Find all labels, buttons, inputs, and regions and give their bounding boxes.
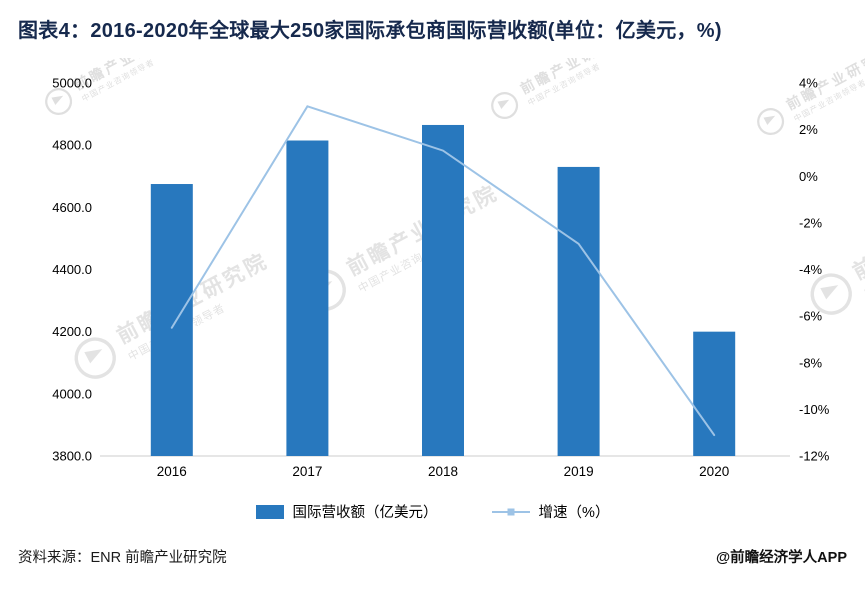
line-series-swatch xyxy=(491,508,530,515)
svg-text:4000.0: 4000.0 xyxy=(52,386,92,401)
legend-item-revenue: 国际营收额（亿美元） xyxy=(255,501,438,522)
svg-text:2017: 2017 xyxy=(292,464,322,479)
svg-text:3800.0: 3800.0 xyxy=(52,449,92,464)
source-note: 资料来源：ENR 前瞻产业研究院 xyxy=(18,550,227,566)
bar-series-swatch xyxy=(255,504,284,519)
credit-note: @前瞻经济学人APP xyxy=(716,550,847,566)
svg-text:4%: 4% xyxy=(799,76,818,91)
svg-text:0%: 0% xyxy=(799,169,818,184)
svg-text:4600.0: 4600.0 xyxy=(52,200,92,215)
svg-text:2%: 2% xyxy=(799,122,818,137)
svg-text:2016: 2016 xyxy=(157,464,187,479)
svg-text:-2%: -2% xyxy=(799,215,823,230)
svg-text:4800.0: 4800.0 xyxy=(52,138,92,153)
svg-text:-8%: -8% xyxy=(799,355,823,370)
svg-text:-6%: -6% xyxy=(799,309,823,324)
svg-text:-10%: -10% xyxy=(799,402,830,417)
svg-text:-4%: -4% xyxy=(799,262,823,277)
svg-text:5000.0: 5000.0 xyxy=(52,76,92,91)
svg-text:4200.0: 4200.0 xyxy=(52,324,92,339)
chart-title: 图表4：2016-2020年全球最大250家国际承包商国际营收额(单位：亿美元，… xyxy=(18,20,722,42)
svg-text:4400.0: 4400.0 xyxy=(52,262,92,277)
legend-label-revenue: 国际营收额（亿美元） xyxy=(292,505,438,521)
line-series-marker xyxy=(507,508,515,515)
svg-text:2018: 2018 xyxy=(428,464,458,479)
footer: 资料来源：ENR 前瞻产业研究院 @前瞻经济学人APP xyxy=(0,546,865,567)
svg-text:-12%: -12% xyxy=(799,449,830,464)
legend-item-growth: 增速（%） xyxy=(491,501,610,522)
legend-label-growth: 增速（%） xyxy=(538,505,610,521)
chart-legend: 国际营收额（亿美元） 增速（%） xyxy=(0,501,865,522)
svg-text:2019: 2019 xyxy=(564,464,594,479)
chart-area: 前瞻产业研究院 中国产业咨询领导者 前瞻产业研究院 中国产业咨询领导者 前瞻产业… xyxy=(0,58,865,492)
svg-text:2020: 2020 xyxy=(699,464,729,479)
combo-bar-line-chart: 5000.0 4800.0 4600.0 4400.0 4200.0 4000.0 3800… xyxy=(52,76,830,480)
